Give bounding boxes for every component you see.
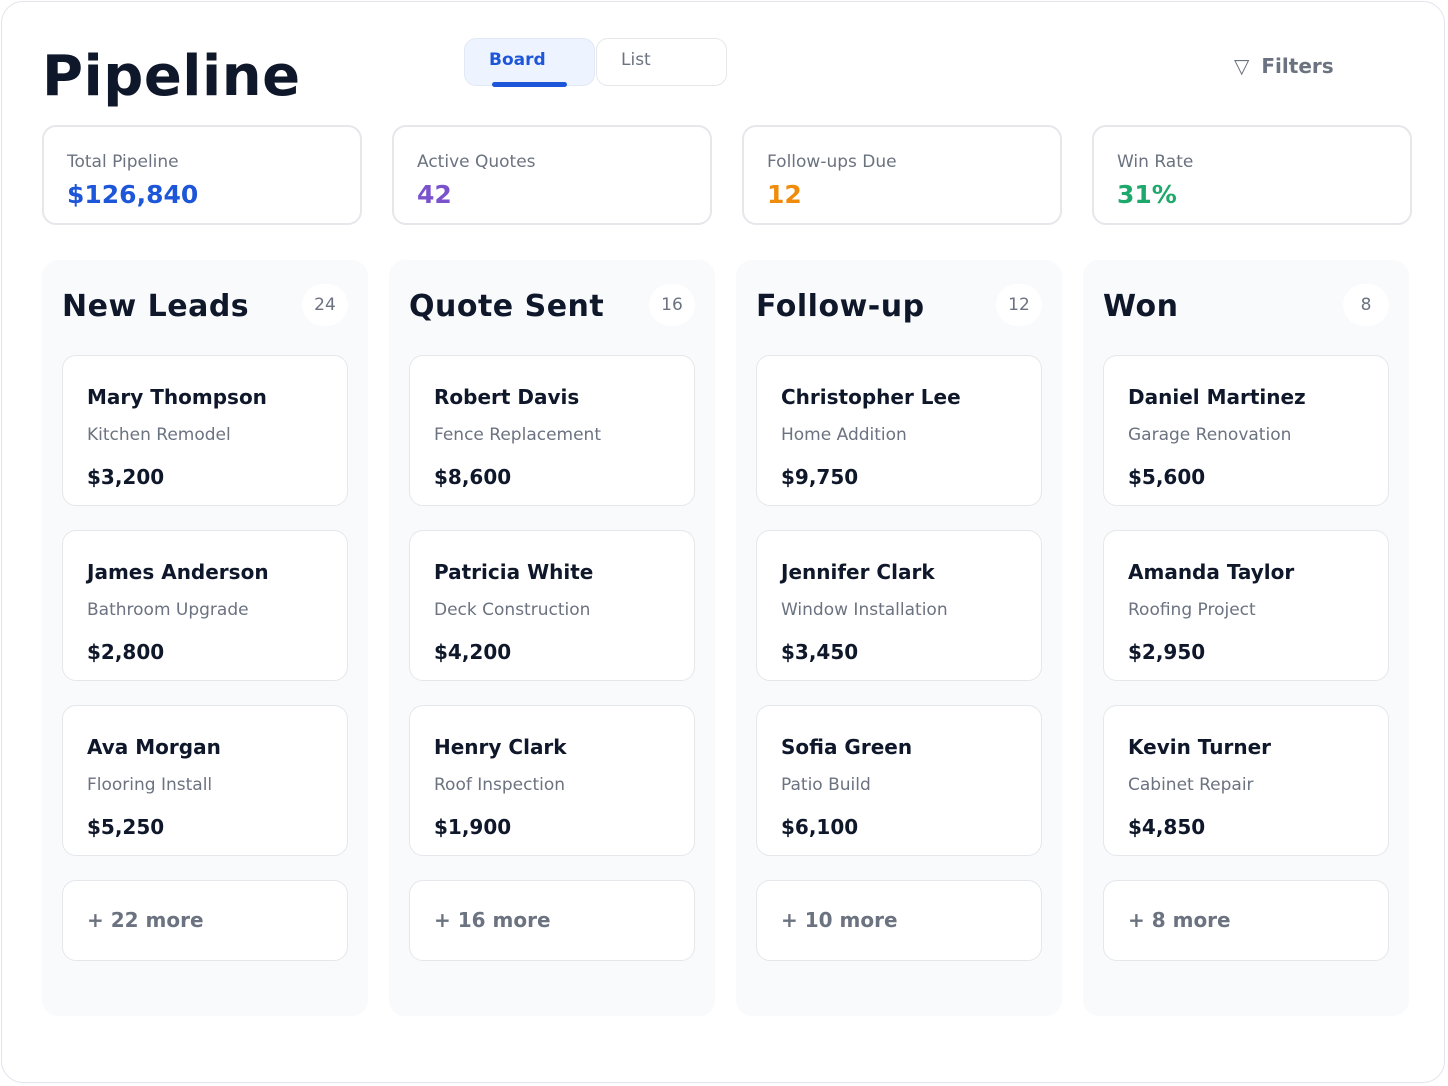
lead-name: Daniel Martinez <box>1128 385 1306 409</box>
lead-amount: $9,750 <box>781 465 859 489</box>
stat-label: Active Quotes <box>417 152 536 172</box>
lead-amount: $1,900 <box>434 815 512 839</box>
column-won: Won 8 Daniel Martinez Garage Renovation … <box>1083 260 1409 1016</box>
show-more-label: + 10 more <box>781 908 898 932</box>
stat-value: 12 <box>767 180 802 209</box>
lead-card[interactable]: James Anderson Bathroom Upgrade $2,800 <box>62 530 348 681</box>
stat-label: Total Pipeline <box>67 152 179 172</box>
column-new-leads: New Leads 24 Mary Thompson Kitchen Remod… <box>42 260 368 1016</box>
column-title: Quote Sent <box>409 289 605 324</box>
lead-card[interactable]: Jennifer Clark Window Installation $3,45… <box>756 530 1042 681</box>
lead-amount: $3,200 <box>87 465 165 489</box>
show-more-button[interactable]: + 8 more <box>1103 880 1389 961</box>
tab-board[interactable]: Board <box>464 38 595 87</box>
column-count-badge: 16 <box>649 284 695 326</box>
lead-card[interactable]: Kevin Turner Cabinet Repair $4,850 <box>1103 705 1389 856</box>
show-more-button[interactable]: + 10 more <box>756 880 1042 961</box>
lead-project: Fence Replacement <box>434 425 601 445</box>
lead-name: Sofia Green <box>781 735 913 759</box>
tab-list[interactable]: List <box>596 38 727 86</box>
lead-name: Amanda Taylor <box>1128 560 1295 584</box>
column-title: New Leads <box>62 289 250 324</box>
filters-button[interactable]: ▽ Filters <box>1234 54 1334 78</box>
lead-amount: $2,950 <box>1128 640 1206 664</box>
stat-value: 42 <box>417 180 452 209</box>
stat-total-pipeline: Total Pipeline $126,840 <box>42 125 362 225</box>
column-title: Follow-up <box>756 289 925 324</box>
lead-amount: $6,100 <box>781 815 859 839</box>
lead-project: Deck Construction <box>434 600 591 620</box>
stat-follow-ups-due: Follow-ups Due 12 <box>742 125 1062 225</box>
filters-label: Filters <box>1261 54 1334 78</box>
lead-amount: $5,600 <box>1128 465 1206 489</box>
lead-name: Robert Davis <box>434 385 580 409</box>
lead-name: James Anderson <box>87 560 269 584</box>
lead-amount: $4,850 <box>1128 815 1206 839</box>
lead-project: Kitchen Remodel <box>87 425 231 445</box>
page-title: Pipeline <box>42 44 301 109</box>
stat-win-rate: Win Rate 31% <box>1092 125 1412 225</box>
lead-project: Roof Inspection <box>434 775 566 795</box>
lead-amount: $3,450 <box>781 640 859 664</box>
stat-active-quotes: Active Quotes 42 <box>392 125 712 225</box>
lead-card[interactable]: Ava Morgan Flooring Install $5,250 <box>62 705 348 856</box>
lead-project: Home Addition <box>781 425 907 445</box>
show-more-button[interactable]: + 16 more <box>409 880 695 961</box>
lead-amount: $5,250 <box>87 815 165 839</box>
lead-name: Christopher Lee <box>781 385 961 409</box>
tab-list-label: List <box>621 50 651 70</box>
stat-value: $126,840 <box>67 180 199 209</box>
lead-project: Patio Build <box>781 775 871 795</box>
lead-project: Cabinet Repair <box>1128 775 1254 795</box>
show-more-label: + 22 more <box>87 908 204 932</box>
lead-amount: $2,800 <box>87 640 165 664</box>
column-quote-sent: Quote Sent 16 Robert Davis Fence Replace… <box>389 260 715 1016</box>
column-count-badge: 12 <box>996 284 1042 326</box>
column-count-badge: 24 <box>302 284 348 326</box>
lead-card[interactable]: Patricia White Deck Construction $4,200 <box>409 530 695 681</box>
lead-project: Flooring Install <box>87 775 213 795</box>
lead-name: Jennifer Clark <box>781 560 935 584</box>
lead-name: Henry Clark <box>434 735 567 759</box>
show-more-button[interactable]: + 22 more <box>62 880 348 961</box>
lead-card[interactable]: Mary Thompson Kitchen Remodel $3,200 <box>62 355 348 506</box>
active-tab-indicator <box>492 82 567 87</box>
column-title: Won <box>1103 289 1179 324</box>
filter-triangle-icon: ▽ <box>1234 54 1250 78</box>
show-more-label: + 16 more <box>434 908 551 932</box>
lead-card[interactable]: Amanda Taylor Roofing Project $2,950 <box>1103 530 1389 681</box>
lead-card[interactable]: Robert Davis Fence Replacement $8,600 <box>409 355 695 506</box>
lead-project: Garage Renovation <box>1128 425 1292 445</box>
lead-amount: $8,600 <box>434 465 512 489</box>
column-follow-up: Follow-up 12 Christopher Lee Home Additi… <box>736 260 1062 1016</box>
lead-name: Mary Thompson <box>87 385 267 409</box>
lead-project: Roofing Project <box>1128 600 1256 620</box>
lead-amount: $4,200 <box>434 640 512 664</box>
lead-name: Kevin Turner <box>1128 735 1272 759</box>
stat-value: 31% <box>1117 180 1177 209</box>
lead-project: Window Installation <box>781 600 948 620</box>
lead-card[interactable]: Christopher Lee Home Addition $9,750 <box>756 355 1042 506</box>
stat-label: Follow-ups Due <box>767 152 897 172</box>
lead-card[interactable]: Daniel Martinez Garage Renovation $5,600 <box>1103 355 1389 506</box>
lead-name: Ava Morgan <box>87 735 221 759</box>
tab-board-label: Board <box>489 50 546 70</box>
stat-label: Win Rate <box>1117 152 1194 172</box>
lead-name: Patricia White <box>434 560 594 584</box>
lead-card[interactable]: Henry Clark Roof Inspection $1,900 <box>409 705 695 856</box>
show-more-label: + 8 more <box>1128 908 1231 932</box>
column-count-badge: 8 <box>1343 284 1389 326</box>
lead-project: Bathroom Upgrade <box>87 600 249 620</box>
lead-card[interactable]: Sofia Green Patio Build $6,100 <box>756 705 1042 856</box>
